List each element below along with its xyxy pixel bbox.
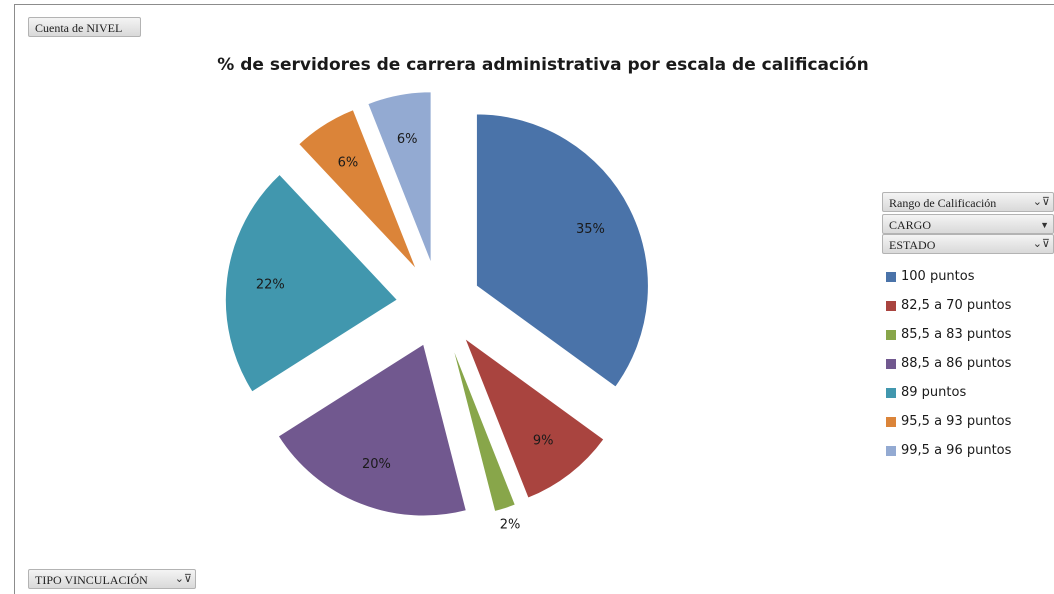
legend-item[interactable]: 95,5 a 93 puntos [886, 407, 1046, 436]
legend-item[interactable]: 99,5 a 96 puntos [886, 436, 1046, 465]
pie-slice-4[interactable] [277, 343, 467, 517]
axis-field-button[interactable]: TIPO VINCULACIÓN ⌄⊽ [28, 569, 196, 589]
filter-dropdown-icon[interactable]: ⌄⊽ [174, 573, 192, 585]
legend-field-rango-button[interactable]: Rango de Calificación ⌄⊽ [882, 192, 1054, 212]
legend-swatch [886, 416, 896, 427]
values-field-button[interactable]: Cuenta de NIVEL [28, 17, 141, 37]
chart-title: % de servidores de carrera administrativ… [217, 55, 868, 75]
data-label-2: 9% [533, 433, 554, 448]
legend-swatch [886, 387, 896, 398]
legend-field-rango-label: Rango de Calificación [889, 196, 997, 210]
data-label-6: 6% [338, 155, 359, 170]
legend: 100 puntos 82,5 a 70 puntos 85,5 a 83 punt… [886, 262, 1046, 465]
data-label-3: 2% [500, 518, 521, 533]
legend-label: 95,5 a 93 puntos [901, 414, 1012, 429]
axis-field-label: TIPO VINCULACIÓN [35, 573, 148, 587]
pie-slice-6[interactable] [298, 108, 417, 270]
data-label-5: 22% [256, 278, 285, 293]
data-label-7: 6% [397, 132, 418, 147]
legend-field-estado-label: ESTADO [889, 238, 936, 252]
values-field-label: Cuenta de NIVEL [35, 21, 123, 35]
pie-slice-1[interactable] [475, 113, 649, 388]
legend-item[interactable]: 85,5 a 83 puntos [886, 320, 1046, 349]
legend-swatch [886, 271, 896, 282]
legend-swatch [886, 300, 896, 311]
filter-dropdown-icon[interactable]: ⌄⊽ [1032, 196, 1050, 208]
chevron-down-icon[interactable]: ▼ [1040, 220, 1049, 230]
legend-field-cargo-button[interactable]: CARGO ▼ [882, 214, 1054, 234]
data-label-4: 20% [362, 457, 391, 472]
legend-label: 89 puntos [901, 385, 967, 400]
legend-field-estado-button[interactable]: ESTADO ⌄⊽ [882, 234, 1054, 254]
legend-label: 88,5 a 86 puntos [901, 356, 1012, 371]
legend-item[interactable]: 100 puntos [886, 262, 1046, 291]
legend-item[interactable]: 82,5 a 70 puntos [886, 291, 1046, 320]
legend-label: 99,5 a 96 puntos [901, 443, 1012, 458]
legend-label: 85,5 a 83 puntos [901, 327, 1012, 342]
pie-slice-7[interactable] [367, 91, 432, 264]
pie-slice-5[interactable] [224, 173, 399, 393]
filter-dropdown-icon[interactable]: ⌄⊽ [1032, 238, 1050, 250]
legend-label: 100 puntos [901, 269, 975, 284]
legend-label: 82,5 a 70 puntos [901, 298, 1012, 313]
pie-slice-2[interactable] [463, 336, 605, 499]
legend-field-cargo-label: CARGO [889, 218, 932, 232]
legend-item[interactable]: 89 puntos [886, 378, 1046, 407]
legend-swatch [886, 329, 896, 340]
legend-swatch [886, 358, 896, 369]
data-label-1: 35% [576, 222, 605, 237]
pie-slice-3[interactable] [451, 344, 516, 513]
legend-swatch [886, 445, 896, 456]
legend-item[interactable]: 88,5 a 86 puntos [886, 349, 1046, 378]
